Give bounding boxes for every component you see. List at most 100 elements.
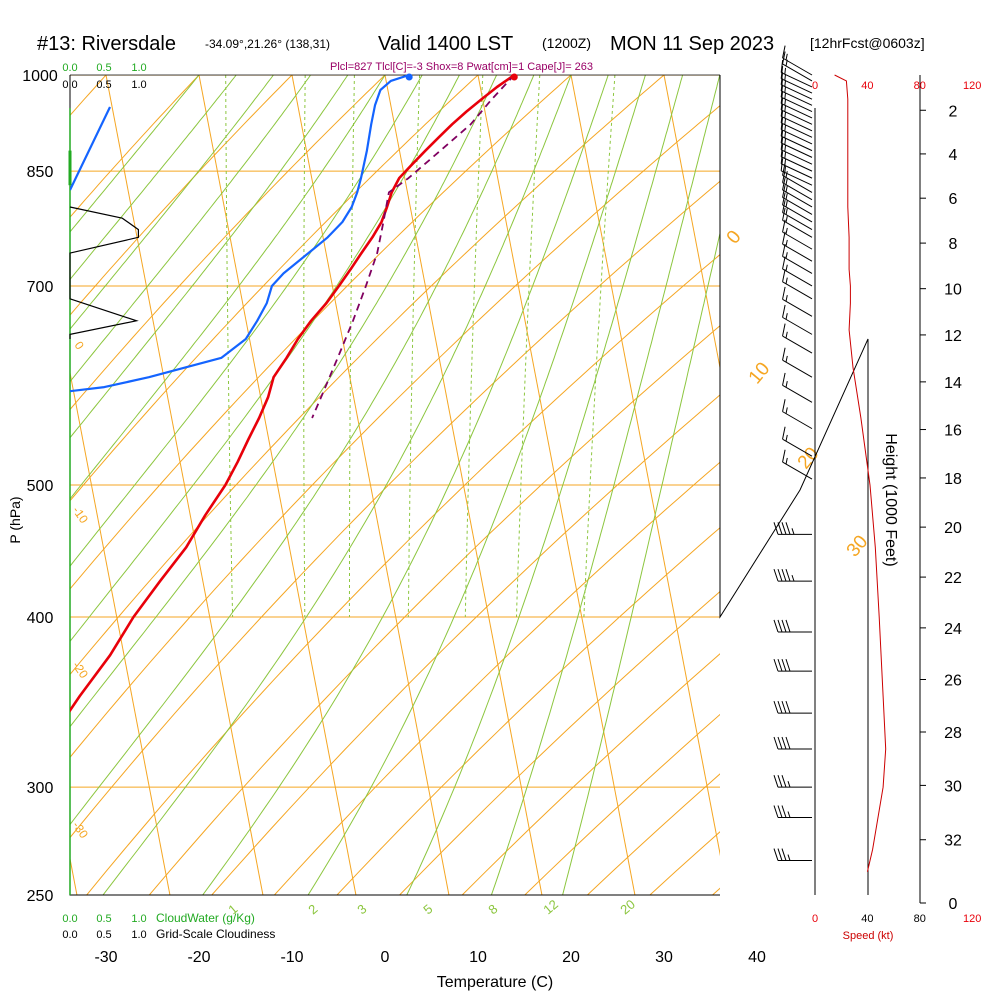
moist-adiabat <box>70 75 200 233</box>
wind-barb-feather <box>781 568 787 582</box>
wind-barb-half-feather <box>785 171 788 178</box>
wind-barb-feather <box>782 45 786 59</box>
dry-adiabat <box>70 75 479 502</box>
height-tick-label: 20 <box>944 520 962 537</box>
wind-barb-feather <box>782 256 786 270</box>
wind-barb-half-feather <box>785 208 788 215</box>
wind-barb-feather <box>782 51 786 65</box>
speed-tick-top: 40 <box>861 80 873 92</box>
mixing-ratio-line <box>225 75 234 618</box>
wind-barb-half-feather <box>785 178 788 185</box>
sounding-curves <box>70 75 516 713</box>
forecast-date: MON 11 Sep 2023 <box>610 33 774 55</box>
wind-barb-feather <box>777 658 783 672</box>
dry-adiabat <box>461 653 720 895</box>
moist-adiabat <box>70 75 274 330</box>
cloudiness-tick-top: 1.0 <box>131 79 146 91</box>
wind-barb-feather <box>777 848 783 861</box>
wind-barb-half-feather <box>787 811 791 818</box>
cloudiness-profile <box>69 206 139 339</box>
isotherm-line <box>663 75 720 371</box>
wind-barb <box>782 174 813 193</box>
dry-adiabat <box>70 104 720 759</box>
wind-barb-feather <box>777 619 783 633</box>
wind-barb-feather <box>773 619 779 633</box>
wind-barb-half-feather <box>784 152 787 159</box>
wind-barb-feather <box>782 219 786 233</box>
pressure-tick-label: 300 <box>27 780 54 797</box>
sounding-indices: Plcl=827 Tlcl[C]=-3 Shox=8 Pwat[cm]=1 Ca… <box>330 61 593 73</box>
wind-barb-feather <box>782 200 786 213</box>
height-tick-label: 8 <box>949 236 958 253</box>
wind-barb <box>780 90 813 106</box>
y-axis-label: P (hPa) <box>7 496 23 543</box>
wind-barb-half-feather <box>785 295 788 302</box>
wind-barb <box>780 72 813 88</box>
wind-barb-feather <box>780 66 784 79</box>
wind-barb-feather <box>781 522 787 535</box>
forecast-info: [12hrFcst@0603z] <box>810 35 925 51</box>
wind-barb-feather <box>785 568 791 582</box>
cloudiness-tick-bottom: 1.0 <box>131 929 146 941</box>
wind-barb <box>782 212 813 231</box>
wind-barb-feather <box>782 286 786 300</box>
temperature-tick-label: 0 <box>381 949 390 966</box>
wind-barb-half-feather <box>785 53 788 61</box>
wind-barb-feather <box>782 372 786 386</box>
wind-barb-feather <box>777 568 783 582</box>
cloudwater-label: CloudWater (g/Kg) <box>156 911 255 925</box>
wind-barb <box>780 84 813 100</box>
speed-tick-top: 0 <box>812 80 818 92</box>
station-coords: -34.09°,21.26° (138,31) <box>205 37 330 51</box>
wind-barb-feather <box>780 137 784 150</box>
temperature-tick-label: -10 <box>280 949 303 966</box>
moist-adiabat <box>307 75 646 895</box>
wind-barb <box>780 78 813 94</box>
wind-barb-half-feather <box>785 457 788 465</box>
wind-barb <box>782 281 813 300</box>
height-tick-label: 10 <box>944 282 962 299</box>
wind-barb <box>782 384 813 403</box>
wind-barb-half-feather <box>784 138 787 145</box>
cloudiness-tick-top: 0.5 <box>96 79 111 91</box>
height-tick-label: 30 <box>944 778 962 795</box>
temperature-tick-label: -20 <box>187 949 210 966</box>
x-axis-label: Temperature (C) <box>437 974 553 991</box>
dewpoint-surface-dot <box>405 73 413 81</box>
height-tick-label: 0 <box>949 896 958 913</box>
dry-adiabat <box>70 75 200 218</box>
pressure-tick-label: 250 <box>27 888 54 905</box>
wind-barb <box>782 268 813 287</box>
wind-barb <box>782 359 813 378</box>
dry-adiabat-label: 0 <box>723 227 746 249</box>
dry-adiabat <box>0 75 13 895</box>
wind-barb <box>780 103 813 119</box>
wind-barb <box>782 219 813 238</box>
wind-barb <box>780 156 813 172</box>
wind-barb <box>780 142 813 158</box>
wind-barb-feather <box>782 399 786 412</box>
wind-barb-feather <box>780 123 784 137</box>
wind-barb-feather <box>780 130 784 144</box>
wind-barb-half-feather <box>784 80 787 87</box>
wind-barb-half-feather <box>784 111 787 119</box>
wind-barb <box>782 256 813 274</box>
cloudwater-tick-top: 0.5 <box>96 62 111 74</box>
wind-barb-feather <box>773 522 779 535</box>
wind-barb-feather <box>773 700 779 714</box>
cloudiness-tick-bottom: 0.5 <box>96 929 111 941</box>
wind-barb-feather <box>781 700 787 714</box>
height-tick-label: 4 <box>949 147 958 164</box>
speed-tick-bottom: 0 <box>812 913 818 925</box>
height-tick-label: 6 <box>949 191 958 208</box>
height-axis-label: Height (1000 Feet) <box>882 433 899 566</box>
wind-barb-feather <box>782 323 786 337</box>
dry-adiabat-label: 10 <box>745 359 775 389</box>
isotherm-line <box>105 75 264 895</box>
cloudwater-tick-bottom: 1.0 <box>131 913 146 925</box>
height-tick-label: 22 <box>944 570 962 587</box>
wind-barb-half-feather <box>785 252 788 259</box>
wind-barb-half-feather <box>785 193 788 200</box>
wind-barb-half-feather <box>785 264 788 272</box>
dry-adiabat <box>70 75 572 590</box>
